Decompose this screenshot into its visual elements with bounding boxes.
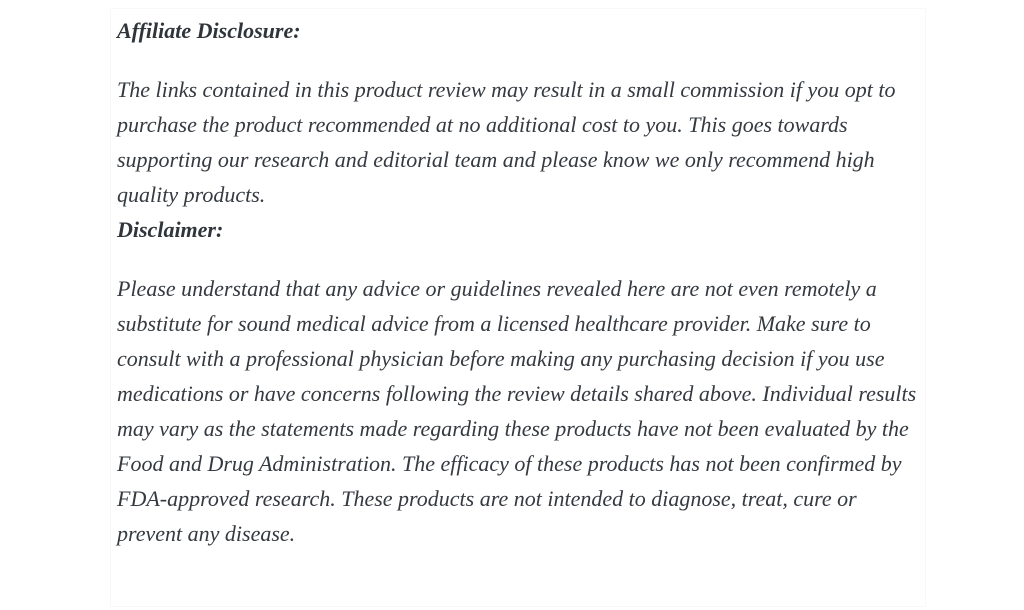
affiliate-disclosure-heading: Affiliate Disclosure: (117, 18, 301, 43)
affiliate-disclosure-text: The links contained in this product revi… (117, 77, 896, 207)
disclaimer-heading: Disclaimer: (117, 217, 224, 242)
disclaimer-text: Please understand that any advice or gui… (117, 276, 917, 546)
affiliate-disclosure-section: Affiliate Disclosure: The links containe… (117, 13, 923, 212)
disclaimer-section: Disclaimer: Please understand that any a… (117, 212, 923, 551)
article-content: Affiliate Disclosure: The links containe… (117, 13, 923, 551)
